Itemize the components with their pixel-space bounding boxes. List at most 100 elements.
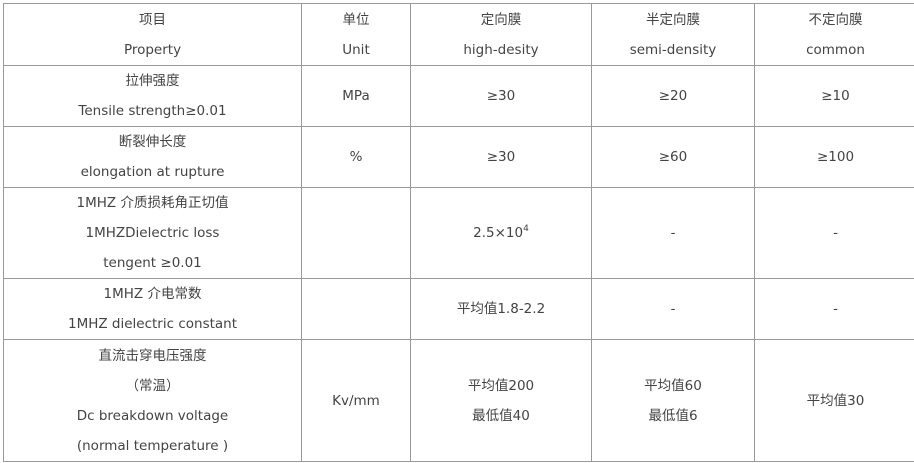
table-row: 1MHZ 介质损耗角正切值 1MHZDielectric loss tengent … [3,187,914,279]
header-cell: 单位 Unit [301,3,411,66]
table-cell: 1MHZ 介质损耗角正切值 1MHZDielectric loss tengent … [3,187,302,279]
cell-text: tengent ≥0.01 [103,255,202,271]
table-cell: 直流击穿电压强度 （常温） Dc breakdown voltage (normal … [3,339,302,462]
table-row: 直流击穿电压强度 （常温） Dc breakdown voltage (normal … [3,339,914,462]
cell-line: 1MHZDielectric loss [4,218,301,248]
cell-text: 拉伸强度 [125,73,180,89]
cell-line: ≥30 [411,81,591,111]
table-cell: % [301,126,411,188]
table-cell: 平均值60 最低值6 [591,339,755,462]
header-cell: 不定向膜 common [754,3,914,66]
cell-text: % [349,149,363,165]
cell-text: 半定向膜 [646,11,700,28]
cell-text: 1MHZ dielectric constant [67,316,238,332]
cell-line: 拉伸强度 [4,66,301,96]
cell-line: Unit [302,35,410,65]
cell-line: semi-density [592,35,754,65]
cell-line: 单位 [302,5,410,35]
cell-line: MPa [302,81,410,111]
cell-text: Tensile strength≥0.01 [78,103,227,119]
cell-text: - [670,225,676,241]
cell-text: 单位 [342,11,370,28]
cell-text: ≥60 [658,149,688,165]
cell-line: Dc breakdown voltage [4,401,301,431]
cell-line: 1MHZ dielectric constant [4,309,301,339]
cell-text: MPa [342,88,370,104]
cell-line: - [592,294,754,324]
header-cell: 半定向膜 semi-density [591,3,755,66]
cell-text: ≥10 [821,88,850,104]
cell-line: 1MHZ 介电常数 [4,279,301,309]
table-cell: 平均值1.8-2.2 [410,278,592,340]
cell-line: 平均值1.8-2.2 [411,294,591,324]
cell-text: （常温） [125,377,180,394]
cell-line: - [755,218,914,248]
cell-line: ≥100 [755,142,914,172]
cell-text: Kv/mm [332,392,380,409]
table-cell: 拉伸强度 Tensile strength≥0.01 [3,65,302,127]
cell-line: Property [4,35,301,65]
cell-text: 1MHZDielectric loss [85,225,220,241]
table-cell: 2.5×104 [410,187,592,279]
cell-line: 直流击穿电压强度 [4,341,301,371]
cell-text: - [670,301,676,317]
cell-text: 平均值60 [644,377,702,394]
cell-line: ≥10 [755,81,914,111]
table-cell: - [754,278,914,340]
cell-text: high-desity [463,41,539,58]
header-cell: 定向膜 high-desity [410,3,592,66]
cell-line: 1MHZ 介质损耗角正切值 [4,188,301,218]
table-cell [301,187,411,279]
table-cell: - [591,278,755,340]
cell-text: semi-density [629,41,717,58]
cell-text: (normal temperature ) [76,437,229,454]
cell-line: （常温） [4,371,301,401]
cell-text: common [806,41,865,58]
cell-text: 项目 [139,11,166,28]
table-cell: MPa [301,65,411,127]
cell-line: - [755,294,914,324]
cell-text: Property [123,41,182,58]
table-cell [301,278,411,340]
cell-line: 2.5×104 [411,218,591,248]
cell-text: ≥20 [658,88,688,104]
cell-line: - [592,218,754,248]
cell-text: 断裂伸长度 [118,134,187,150]
cell-text: 最低值40 [472,407,530,424]
cell-text: 1MHZ 介质损耗角正切值 [76,195,229,211]
exponent: 4 [523,224,529,234]
cell-line: % [302,142,410,172]
table-cell: Kv/mm [301,339,411,462]
cell-line: 半定向膜 [592,5,754,35]
cell-text: ≥30 [486,149,516,165]
table-cell: - [591,187,755,279]
cell-text: 定向膜 [480,11,522,28]
cell-text: ≥100 [816,149,855,165]
cell-line: ≥30 [411,142,591,172]
table-cell: 1MHZ 介电常数 1MHZ dielectric constant [3,278,302,340]
cell-text: 平均值200 [467,377,535,394]
cell-text: elongation at rupture [80,164,225,180]
cell-text: Unit [342,41,370,58]
table-cell: - [754,187,914,279]
cell-line: 断裂伸长度 [4,127,301,157]
table-row: 断裂伸长度 elongation at rupture% ≥30 ≥60 ≥100 [3,126,914,188]
table-cell: 断裂伸长度 elongation at rupture [3,126,302,188]
table-cell: ≥10 [754,65,914,127]
cell-line: Kv/mm [302,386,410,416]
header-row: 项目 Property 单位 Unit 定向膜 high-desity 半定向膜 semi-d… [3,3,914,66]
cell-line: 平均值30 [755,386,914,416]
table-row: 拉伸强度 Tensile strength≥0.01 MPa ≥30 ≥20 ≥10 [3,65,914,127]
cell-text: ≥30 [486,88,516,104]
cell-line: 不定向膜 [755,5,914,35]
cell-line: Tensile strength≥0.01 [4,96,301,126]
cell-line: high-desity [411,35,591,65]
cell-text: 不定向膜 [808,11,863,28]
cell-line: 最低值6 [592,401,754,431]
cell-line: 平均值60 [592,371,754,401]
table-cell: ≥30 [410,65,592,127]
header-cell: 项目 Property [3,3,302,66]
cell-line: 平均值200 [411,371,591,401]
cell-text: - [833,301,838,317]
table-cell: 平均值30 [754,339,914,462]
